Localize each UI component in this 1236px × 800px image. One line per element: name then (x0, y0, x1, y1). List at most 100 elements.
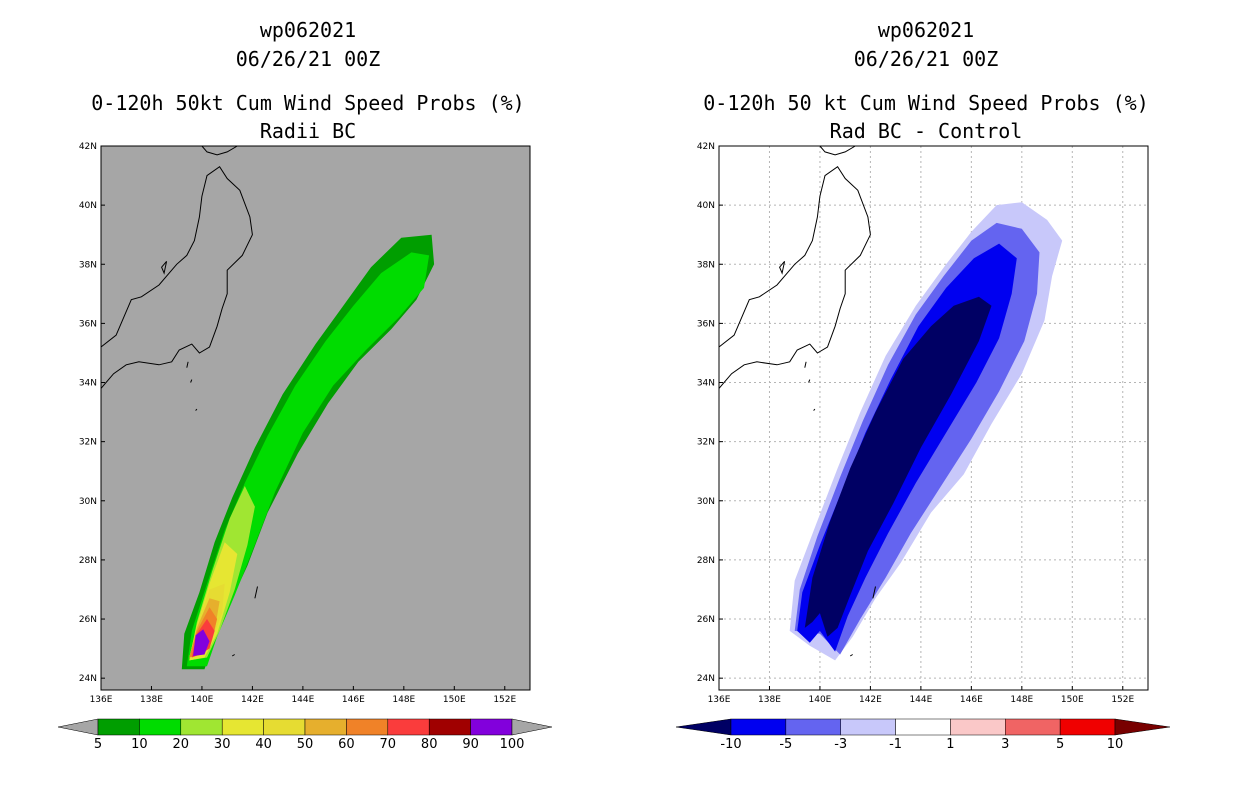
x-tick-label: 146E (342, 695, 365, 705)
x-tick-label: 136E (708, 695, 731, 705)
right-date: 06/26/21 00Z (854, 47, 999, 71)
right-map-frame (718, 145, 1149, 691)
x-tick-label: 142E (241, 695, 264, 705)
right-axis-ticks: 136E 138E 140E 142E 144E 146E 148E 150E 152E 42N 4… (697, 142, 1135, 705)
colorbar-swatch (263, 718, 306, 736)
colorbar-swatch (346, 718, 389, 736)
island (161, 260, 168, 275)
island (804, 361, 807, 368)
y-tick-label: 34N (697, 379, 715, 389)
colorbar-label: -1 (889, 737, 902, 752)
colorbar-label: 20 (173, 737, 190, 752)
colorbar-label: 1 (946, 737, 954, 752)
y-tick-label: 40N (697, 201, 715, 211)
colorbar-swatch (1059, 718, 1116, 736)
colorbar-label: 70 (380, 737, 397, 752)
x-tick-label: 152E (493, 695, 516, 705)
colorbar-label: -10 (720, 737, 741, 752)
y-tick-label: 28N (697, 556, 715, 566)
y-tick-label: 38N (697, 260, 715, 270)
right-colorbar: -10 -5 -3 -1 1 3 5 10 (675, 718, 1171, 752)
x-tick-label: 144E (291, 695, 314, 705)
island (872, 586, 876, 599)
coastline-honshu (100, 165, 253, 389)
x-tick-label: 140E (809, 695, 832, 705)
contour-10 (186, 252, 430, 667)
right-coastline (718, 145, 876, 657)
y-tick-label: 32N (697, 438, 715, 448)
x-tick-label: 152E (1111, 695, 1134, 705)
contour-90 (193, 629, 210, 656)
y-tick-label: 36N (79, 319, 97, 329)
y-tick-label: 26N (697, 615, 715, 625)
left-title: wp062021 (260, 18, 356, 42)
colorbar-swatch (139, 718, 182, 736)
colorbar-label: 10 (131, 737, 148, 752)
right-panel-label: Rad BC - Control (830, 119, 1023, 143)
y-tick-label: 26N (79, 615, 97, 625)
left-map-frame (100, 145, 531, 691)
left-colorbar: 5 10 20 30 40 50 60 70 80 90 100 (57, 718, 553, 752)
x-tick-label: 142E (859, 695, 882, 705)
y-tick-label: 32N (79, 438, 97, 448)
colorbar-swatch (730, 718, 787, 736)
colorbar-label: 10 (1107, 737, 1124, 752)
x-tick-label: 136E (90, 695, 113, 705)
colorbar-label: 50 (297, 737, 314, 752)
colorbar-label: 40 (255, 737, 272, 752)
x-tick-label: 140E (191, 695, 214, 705)
right-map-panel: 136E 138E 140E 142E 144E 146E 148E 150E 152E 42N 4… (697, 142, 1149, 705)
x-tick-label: 144E (909, 695, 932, 705)
colorbar-swatch (470, 718, 513, 736)
y-tick-label: 36N (697, 319, 715, 329)
island (231, 654, 235, 657)
island (190, 379, 193, 383)
colorbar-swatch (221, 718, 264, 736)
x-tick-label: 150E (1061, 695, 1084, 705)
left-panel-label: Radii BC (260, 119, 356, 143)
contour-neg10 (804, 296, 992, 637)
colorbar-swatch (304, 718, 347, 736)
y-tick-label: 34N (79, 379, 97, 389)
colorbar-left-cap (57, 718, 99, 736)
colorbar-label: 60 (338, 737, 355, 752)
left-coastline (100, 145, 258, 657)
colorbar-swatch (840, 718, 896, 736)
island (849, 654, 853, 657)
island (779, 260, 786, 275)
y-tick-label: 28N (79, 556, 97, 566)
colorbar-label: 5 (94, 737, 102, 752)
x-tick-label: 138E (140, 695, 163, 705)
colorbar-label: 80 (421, 737, 438, 752)
x-tick-label: 150E (443, 695, 466, 705)
right-title: wp062021 (878, 18, 974, 42)
y-tick-label: 30N (697, 497, 715, 507)
island (195, 408, 198, 411)
left-date: 06/26/21 00Z (236, 47, 381, 71)
colorbar-swatch (97, 718, 140, 736)
left-variable: 0-120h 50kt Cum Wind Speed Probs (%) (91, 91, 524, 115)
y-tick-label: 24N (79, 674, 97, 684)
y-tick-label: 24N (697, 674, 715, 684)
y-tick-label: 30N (79, 497, 97, 507)
left-map-panel: 136E 138E 140E 142E 144E 146E 148E 150E 152E 42N 4… (79, 142, 531, 705)
x-tick-label: 138E (758, 695, 781, 705)
colorbar-label: 90 (462, 737, 479, 752)
colorbar-label: 100 (500, 737, 525, 752)
y-tick-label: 38N (79, 260, 97, 270)
colorbar-swatch (950, 718, 1006, 736)
x-tick-label: 146E (960, 695, 983, 705)
island (254, 586, 258, 599)
colorbar-right-cap (511, 718, 553, 736)
right-variable: 0-120h 50 kt Cum Wind Speed Probs (%) (703, 91, 1149, 115)
colorbar-swatch (785, 718, 841, 736)
right-contours (789, 202, 1063, 661)
left-axis-ticks: 136E 138E 140E 142E 144E 146E 148E 150E 152E 42N 4… (79, 142, 517, 705)
colorbar-label: 30 (214, 737, 231, 752)
island (808, 379, 811, 383)
coastline-hokkaido (201, 145, 238, 156)
colorbar-right-cap (1114, 718, 1171, 736)
colorbar-swatch (428, 718, 471, 736)
colorbar-swatch (895, 718, 951, 736)
